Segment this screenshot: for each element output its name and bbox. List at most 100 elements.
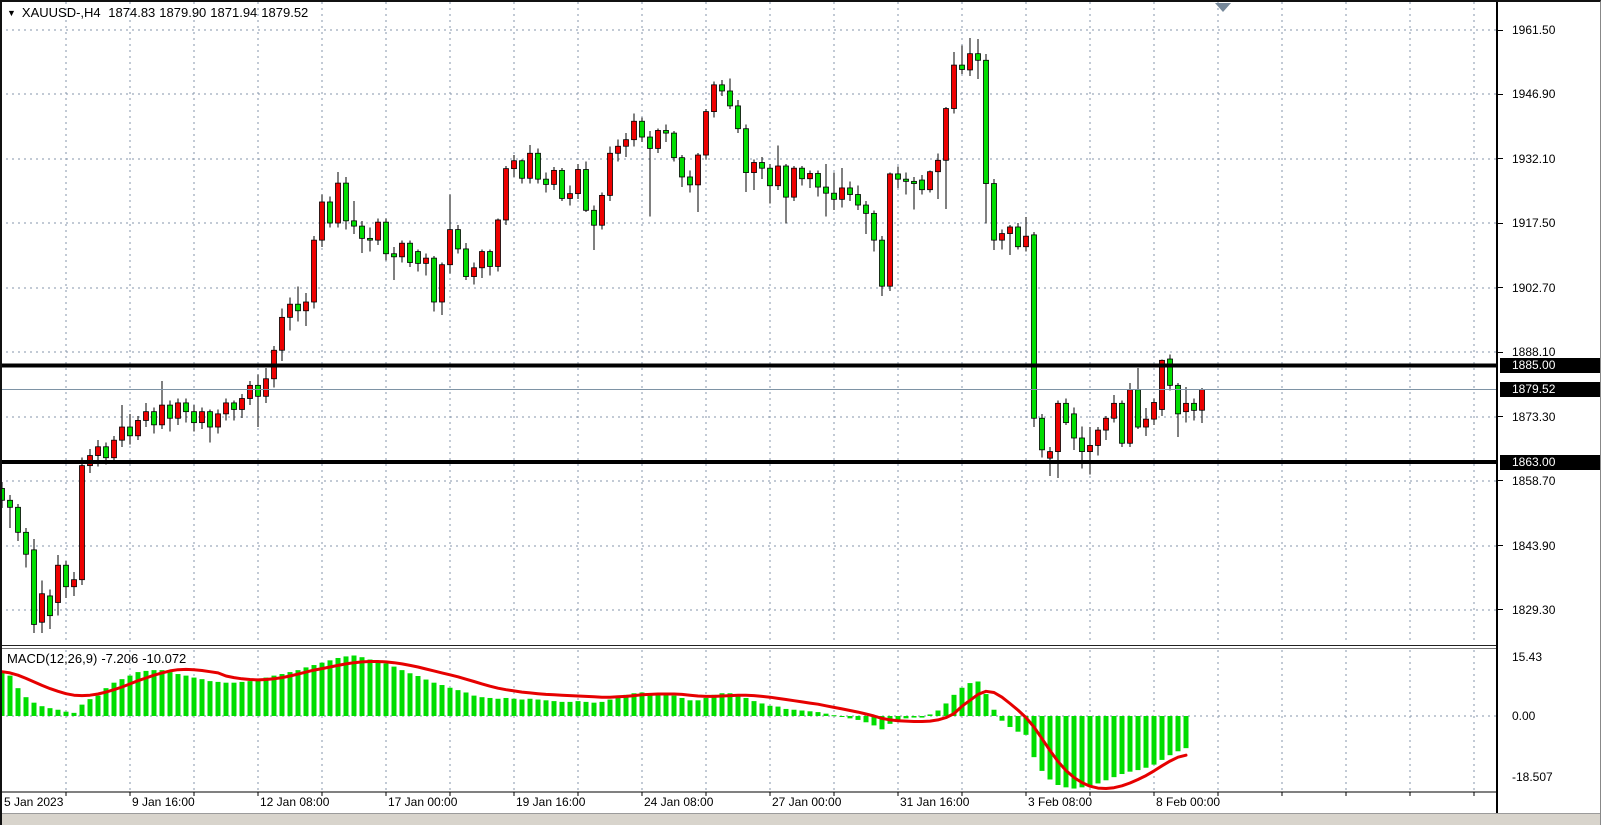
macd-histogram-bar [831, 715, 837, 717]
candle-bull [319, 201, 325, 241]
candle-bear [799, 167, 805, 180]
macd-histogram-bar [535, 699, 541, 716]
macd-histogram-bar [191, 677, 197, 716]
macd-histogram-bar [247, 681, 253, 716]
price-axis-tick [1498, 351, 1503, 353]
price-axis-label: 1961.50 [1512, 23, 1556, 37]
candle-bull [1087, 445, 1093, 452]
candle-bear [327, 201, 333, 224]
candle-bull [471, 267, 477, 277]
candle-bear [15, 506, 21, 533]
macd-histogram-bar [711, 694, 717, 716]
macd-histogram-bar [583, 701, 589, 716]
price-chart-canvas[interactable] [0, 0, 1496, 813]
macd-histogram-bar [607, 699, 613, 716]
candle-bull [239, 398, 245, 410]
macd-histogram-bar [1087, 716, 1093, 786]
candle-bull [751, 162, 757, 173]
candle-bear [0, 488, 5, 501]
macd-histogram-bar [999, 716, 1005, 721]
macd-histogram-bar [415, 676, 421, 716]
price-axis-label: 1858.70 [1512, 473, 1556, 488]
symbol-period-label: XAUUSD-,H4 [21, 5, 101, 20]
macd-histogram-bar [223, 682, 229, 716]
candle-bull [1127, 389, 1133, 444]
price-axis-label: 1873.30 [1512, 409, 1556, 424]
candle-bear [151, 411, 157, 426]
candle-bull [399, 242, 405, 258]
candle-bull [215, 413, 221, 428]
macd-histogram-bar [927, 714, 933, 716]
candle-bear [7, 499, 13, 508]
candle-bear [183, 402, 189, 413]
candle-bull [1047, 451, 1053, 459]
macd-histogram-bar [679, 697, 685, 716]
macd-histogram-bar [311, 665, 317, 716]
time-axis-label: 27 Jan 00:00 [772, 795, 842, 809]
candle-bull [175, 402, 181, 419]
ohlc-low: 1871.94 [210, 5, 258, 20]
macd-histogram-bar [919, 716, 925, 718]
macd-histogram-bar [119, 679, 125, 716]
macd-histogram-bar [135, 672, 141, 716]
macd-axis-label-max: 15.43 [1512, 650, 1543, 664]
macd-histogram-bar [847, 716, 853, 719]
candle-bear [1071, 413, 1077, 439]
macd-histogram-bar [807, 711, 813, 716]
macd-histogram-bar [103, 688, 109, 716]
candle-bear [535, 152, 541, 180]
price-axis[interactable]: 1961.50 1946.90 1932.10 1917.50 1902.70 … [1496, 0, 1601, 813]
candle-bear [679, 157, 685, 178]
candle-bear [1031, 234, 1037, 419]
candle-bear [1167, 358, 1173, 386]
macd-histogram-bar [207, 681, 213, 716]
macd-histogram-bar [519, 699, 525, 716]
macd-histogram-bar [575, 701, 581, 716]
candle-bull [303, 301, 309, 312]
candle-bear [1191, 402, 1197, 411]
price-axis-label: 1829.30 [1512, 602, 1556, 617]
macd-histogram-bar [911, 716, 917, 718]
macd-histogram-bar [639, 692, 645, 716]
candle-bear [295, 303, 301, 312]
macd-histogram-bar [295, 670, 301, 716]
candle-bull [599, 194, 605, 226]
macd-histogram-bar [383, 663, 389, 716]
macd-histogram-bar [591, 702, 597, 716]
candle-bear [463, 248, 469, 277]
time-axis-label: 8 Feb 00:00 [1156, 795, 1221, 809]
time-axis-label: 19 Jan 16:00 [516, 795, 586, 809]
macd-histogram-bar [175, 674, 181, 716]
macd-histogram-bar [1167, 716, 1173, 756]
macd-histogram-bar [799, 710, 805, 716]
macd-histogram-bar [375, 661, 381, 716]
candle-bull [711, 84, 717, 112]
macd-histogram-bar [631, 693, 637, 716]
candle-bear [671, 132, 677, 159]
candle-bear [847, 187, 853, 195]
candle-bull [607, 152, 613, 196]
candle-bear [1135, 389, 1141, 428]
chart-title: ▼ XAUUSD-,H4 1874.83 1879.90 1871.94 1879.52 [7, 5, 312, 20]
candle-bear [895, 173, 901, 180]
price-axis-label: 1843.90 [1512, 538, 1556, 553]
chart-shift-marker-icon[interactable] [1215, 3, 1231, 12]
candle-bull [943, 108, 949, 161]
candle-bull [287, 303, 293, 318]
macd-histogram-bar [759, 703, 765, 716]
candle-bull [223, 402, 229, 415]
macd-histogram-bar [271, 675, 277, 716]
macd-histogram-bar [735, 694, 741, 716]
candle-bull [935, 159, 941, 173]
price-axis-tick [1498, 29, 1503, 31]
candle-bear [735, 105, 741, 130]
window-bottom-strip [0, 813, 1601, 825]
candle-bear [391, 253, 397, 258]
macd-histogram-bar [327, 660, 333, 716]
candle-bull [1023, 235, 1029, 248]
symbol-dropdown-icon[interactable]: ▼ [7, 8, 16, 18]
time-axis-label: 5 Jan 2023 [4, 795, 64, 809]
candle-bear [1175, 384, 1181, 415]
candle-bull [567, 193, 573, 199]
candle-bull [655, 130, 661, 149]
